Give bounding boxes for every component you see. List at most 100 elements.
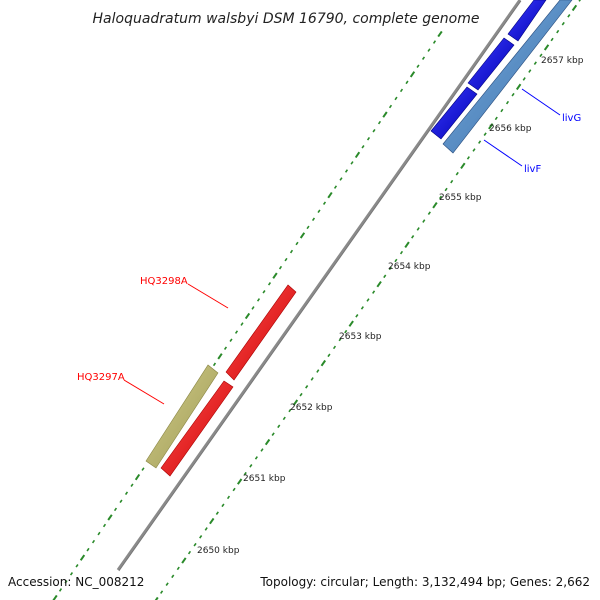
accession-text: Accession: NC_008212: [8, 575, 144, 589]
dots-inner-tick: [271, 432, 275, 436]
dots-outer-tick: [256, 298, 261, 302]
dots-outer-tick: [306, 225, 310, 230]
dots-inner-tick: [338, 337, 342, 342]
dots-outer-tick: [262, 290, 266, 294]
dots-outer-tick: [421, 56, 426, 60]
dots-outer-tick: [427, 48, 431, 52]
dots-inner-tick: [355, 314, 359, 318]
dots-inner-tick: [299, 392, 303, 397]
tick-label-2653: 2653 kbp: [339, 332, 382, 342]
dots-inner-tick: [372, 290, 376, 294]
dots-outer-tick: [372, 128, 376, 133]
dots-inner-tick: [226, 495, 231, 500]
dots-inner-tick: [366, 298, 370, 302]
feature-steel[interactable]: [442, 0, 573, 154]
dots-outer-tick: [284, 257, 288, 262]
dots-inner-tick: [165, 582, 169, 586]
dots-inner-tick: [444, 187, 448, 192]
tick-label-2657: 2657 kbp: [541, 56, 584, 66]
leader-hq3297a: [123, 379, 165, 405]
dots-inner-tick: [404, 241, 410, 248]
dots-inner-tick: [316, 369, 320, 373]
dots-outer-tick: [272, 272, 278, 279]
dots-inner-tick: [176, 566, 180, 571]
feature-hq3297a[interactable]: [160, 380, 234, 477]
dots-inner-tick: [181, 557, 187, 564]
backbone-shadow: [118, 0, 522, 572]
dots-outer-tick: [432, 40, 437, 44]
dots-outer-tick: [361, 145, 365, 149]
dots-inner-tick: [466, 156, 470, 160]
dots-outer-tick: [141, 467, 145, 471]
dots-inner-tick: [243, 471, 247, 476]
dots-outer-tick: [223, 346, 228, 350]
dots-inner-tick: [199, 535, 203, 539]
feature-olive[interactable]: [145, 364, 219, 469]
dots-outer-tick: [278, 265, 283, 270]
dots-inner-tick: [427, 211, 431, 215]
dots-inner-tick: [277, 424, 281, 429]
dots-inner-tick: [236, 478, 243, 485]
dots-outer-tick: [79, 554, 86, 561]
dots-inner-tick: [305, 385, 309, 389]
feature-blue-1[interactable]: [430, 86, 478, 140]
dots-inner-tick: [515, 83, 522, 91]
dots-outer-tick: [339, 177, 343, 181]
outer-tick-ring: [52, 30, 443, 600]
dots-outer-tick: [295, 241, 299, 246]
dots-inner-tick: [193, 542, 197, 547]
dots-inner-tick: [327, 353, 331, 358]
tick-label-2650: 2650 kbp: [197, 546, 240, 556]
gene-label-livf: livF: [524, 164, 541, 175]
dots-outer-tick: [322, 201, 327, 205]
dots-inner-tick: [264, 438, 271, 446]
dots-inner-tick: [505, 100, 510, 105]
dots-inner-tick: [160, 590, 164, 594]
dots-inner-tick: [533, 61, 537, 65]
dots-inner-tick: [249, 464, 253, 468]
dots-outer-tick: [405, 80, 409, 85]
dots-inner-tick: [204, 527, 208, 531]
dots-outer-tick: [102, 523, 107, 528]
dots-inner-tick: [478, 140, 482, 144]
dots-inner-tick: [260, 448, 264, 452]
dots-inner-tick: [511, 92, 515, 97]
dots-inner-tick: [472, 148, 476, 152]
dots-inner-tick: [383, 274, 387, 279]
dots-inner-tick: [215, 511, 219, 515]
dots-outer-tick: [113, 507, 118, 512]
dots-outer-tick: [344, 169, 349, 173]
dots-inner-tick: [556, 29, 560, 34]
inner-tick-ring: [154, 0, 581, 600]
dots-inner-tick: [567, 14, 571, 18]
dots-inner-tick: [221, 503, 225, 508]
dots-inner-tick: [411, 235, 415, 239]
tick-label-2655: 2655 kbp: [439, 193, 482, 203]
dots-outer-tick: [86, 547, 90, 552]
feature-blue-3[interactable]: [507, 0, 547, 42]
dots-outer-tick: [267, 282, 272, 286]
dots-inner-tick: [344, 329, 348, 334]
dots-inner-tick: [488, 123, 494, 130]
dots-inner-tick: [539, 53, 543, 58]
dots-inner-tick: [455, 171, 459, 176]
dots-outer-tick: [394, 96, 398, 101]
dots-inner-tick: [578, 0, 581, 2]
feature-blue-2[interactable]: [467, 37, 515, 91]
dots-outer-tick: [130, 483, 134, 487]
dots-inner-tick: [571, 4, 578, 12]
dots-inner-tick: [360, 306, 364, 310]
feature-hq3298a[interactable]: [225, 284, 297, 381]
dots-outer-tick: [107, 514, 113, 521]
dots-outer-tick: [409, 71, 416, 78]
dots-outer-tick: [244, 312, 251, 320]
dots-outer-tick: [97, 531, 101, 536]
map-title: Haloquadratum walsbyi DSM 16790, complet…: [93, 11, 480, 27]
dots-inner-tick: [416, 227, 420, 231]
dots-inner-tick: [432, 202, 438, 209]
tick-label-2654: 2654 kbp: [388, 262, 431, 272]
dots-inner-tick: [543, 44, 550, 51]
tick-label-2656: 2656 kbp: [489, 124, 532, 134]
dots-outer-tick: [327, 191, 333, 199]
dots-inner-tick: [399, 250, 404, 255]
